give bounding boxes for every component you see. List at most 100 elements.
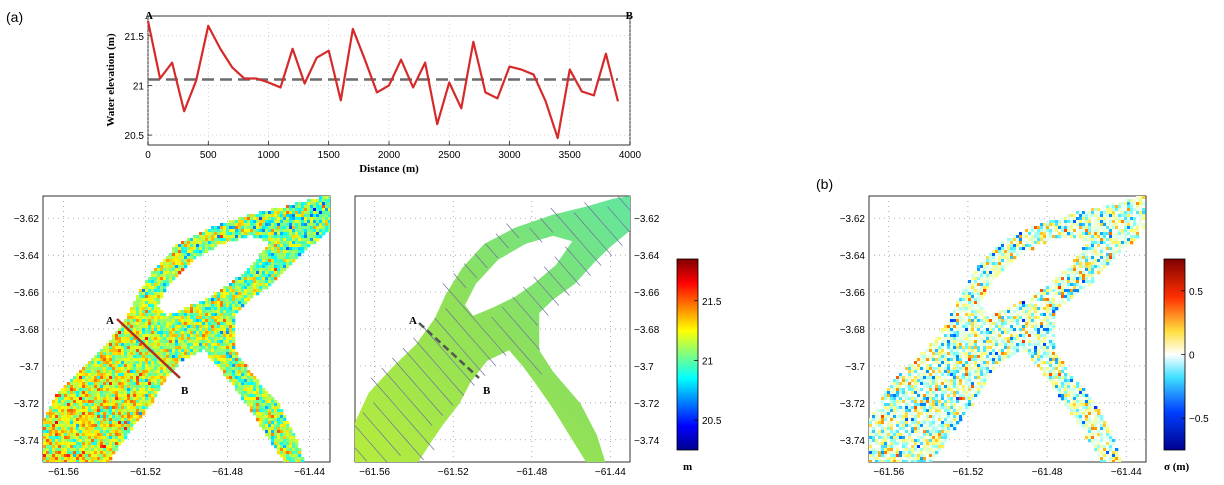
map-cell xyxy=(1049,367,1053,371)
map-cell xyxy=(950,373,954,377)
map-cell xyxy=(1019,301,1023,305)
map-cell xyxy=(256,409,260,413)
map-cell xyxy=(145,391,149,395)
map-cell xyxy=(962,346,966,350)
map-cell xyxy=(1049,337,1053,341)
map-cell xyxy=(118,328,122,332)
map-cell xyxy=(998,262,1002,266)
map-cell xyxy=(259,229,263,233)
map-cell xyxy=(1046,232,1050,236)
map-cell xyxy=(196,304,200,308)
map-cell xyxy=(1082,253,1086,257)
map-cell xyxy=(1010,256,1014,260)
map-cell xyxy=(133,331,137,335)
map-cell xyxy=(196,340,200,344)
map-cell xyxy=(1037,304,1041,308)
map-cell xyxy=(1028,244,1032,248)
map-cell xyxy=(73,424,77,428)
map-cell xyxy=(328,223,330,227)
map-cell xyxy=(1037,310,1041,314)
map-cell xyxy=(235,367,239,371)
map-cell xyxy=(1094,271,1098,275)
map-cell xyxy=(301,235,305,239)
map-cell xyxy=(73,451,77,455)
map-cell xyxy=(64,406,68,410)
map-cell xyxy=(202,310,206,314)
map-cell xyxy=(220,301,224,305)
map-cell xyxy=(992,349,996,353)
map-cell xyxy=(1043,373,1047,377)
map-cell xyxy=(929,364,933,368)
map-cell xyxy=(956,313,960,317)
map-cell xyxy=(187,247,191,251)
map-cell xyxy=(1022,232,1026,236)
map-cell xyxy=(133,385,137,389)
map-cell xyxy=(160,268,164,272)
map-cell xyxy=(283,208,287,212)
map-cell xyxy=(220,232,224,236)
map-cell xyxy=(145,394,149,398)
map-cell xyxy=(157,316,161,320)
map-cell xyxy=(1031,235,1035,239)
map-cell xyxy=(965,304,969,308)
map-cell xyxy=(1019,340,1023,344)
map-cell xyxy=(187,328,191,332)
map-cell xyxy=(1022,316,1026,320)
profile-x-tick-label: 1000 xyxy=(257,150,280,161)
map-cell xyxy=(956,358,960,362)
map-cell xyxy=(1067,268,1071,272)
map-cell xyxy=(1016,310,1020,314)
map-cell xyxy=(1001,262,1005,266)
map2-section-label-b: B xyxy=(483,385,491,397)
map-cell xyxy=(73,418,77,422)
map-cell xyxy=(980,319,984,323)
contour-line xyxy=(404,372,418,388)
map-cell xyxy=(235,289,239,293)
map-cell xyxy=(106,391,110,395)
contour-line xyxy=(415,362,429,378)
map-cell xyxy=(193,256,197,260)
map-cell xyxy=(980,262,984,266)
map-cell xyxy=(965,298,969,302)
map-cell xyxy=(286,424,290,428)
map-cell xyxy=(971,367,975,371)
map-cell xyxy=(292,205,296,209)
map-cell xyxy=(1049,310,1053,314)
map-cell xyxy=(283,247,287,251)
map-cell xyxy=(271,412,275,416)
map-cell xyxy=(226,307,230,311)
map-cell xyxy=(175,355,179,359)
map-cell xyxy=(271,256,275,260)
map-cell xyxy=(1058,295,1062,299)
map-cell xyxy=(968,346,972,350)
map-cell xyxy=(1010,244,1014,248)
map-cell xyxy=(229,349,233,353)
map-cell xyxy=(1043,289,1047,293)
map-cell xyxy=(166,370,170,374)
map-cell xyxy=(127,361,131,365)
map-cell xyxy=(980,298,984,302)
map-cell xyxy=(76,397,80,401)
map-cell xyxy=(196,253,200,257)
map-cell xyxy=(109,391,113,395)
map-cell xyxy=(115,448,119,452)
map-cell xyxy=(995,328,999,332)
map-cell xyxy=(1097,271,1101,275)
map-cell xyxy=(259,418,263,422)
map-cell xyxy=(1130,223,1134,227)
map-cell xyxy=(280,448,284,452)
map-cell xyxy=(184,331,188,335)
map-cell xyxy=(253,397,257,401)
map-cell xyxy=(97,424,101,428)
map-cell xyxy=(148,403,152,407)
map-cell xyxy=(91,415,95,419)
map-cell xyxy=(232,361,236,365)
map-cell xyxy=(67,406,71,410)
map-cell xyxy=(214,241,218,245)
map-cell xyxy=(1037,226,1041,230)
map-cell xyxy=(256,415,260,419)
map-cell xyxy=(127,379,131,383)
map-cell xyxy=(127,313,131,317)
map-cell xyxy=(313,232,317,236)
map-cell xyxy=(130,421,134,425)
